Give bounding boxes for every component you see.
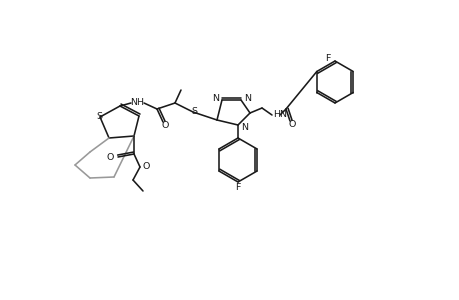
- Text: F: F: [325, 53, 330, 62]
- Text: S: S: [190, 106, 196, 116]
- Text: NH: NH: [130, 98, 144, 106]
- Text: O: O: [161, 121, 168, 130]
- Text: O: O: [106, 152, 114, 161]
- Text: S: S: [96, 112, 102, 121]
- Text: N: N: [241, 122, 247, 131]
- Text: O: O: [143, 161, 150, 170]
- Text: N: N: [243, 94, 251, 103]
- Text: N: N: [212, 94, 218, 103]
- Text: O: O: [288, 119, 295, 128]
- Text: HN: HN: [272, 110, 286, 118]
- Text: F: F: [235, 182, 240, 191]
